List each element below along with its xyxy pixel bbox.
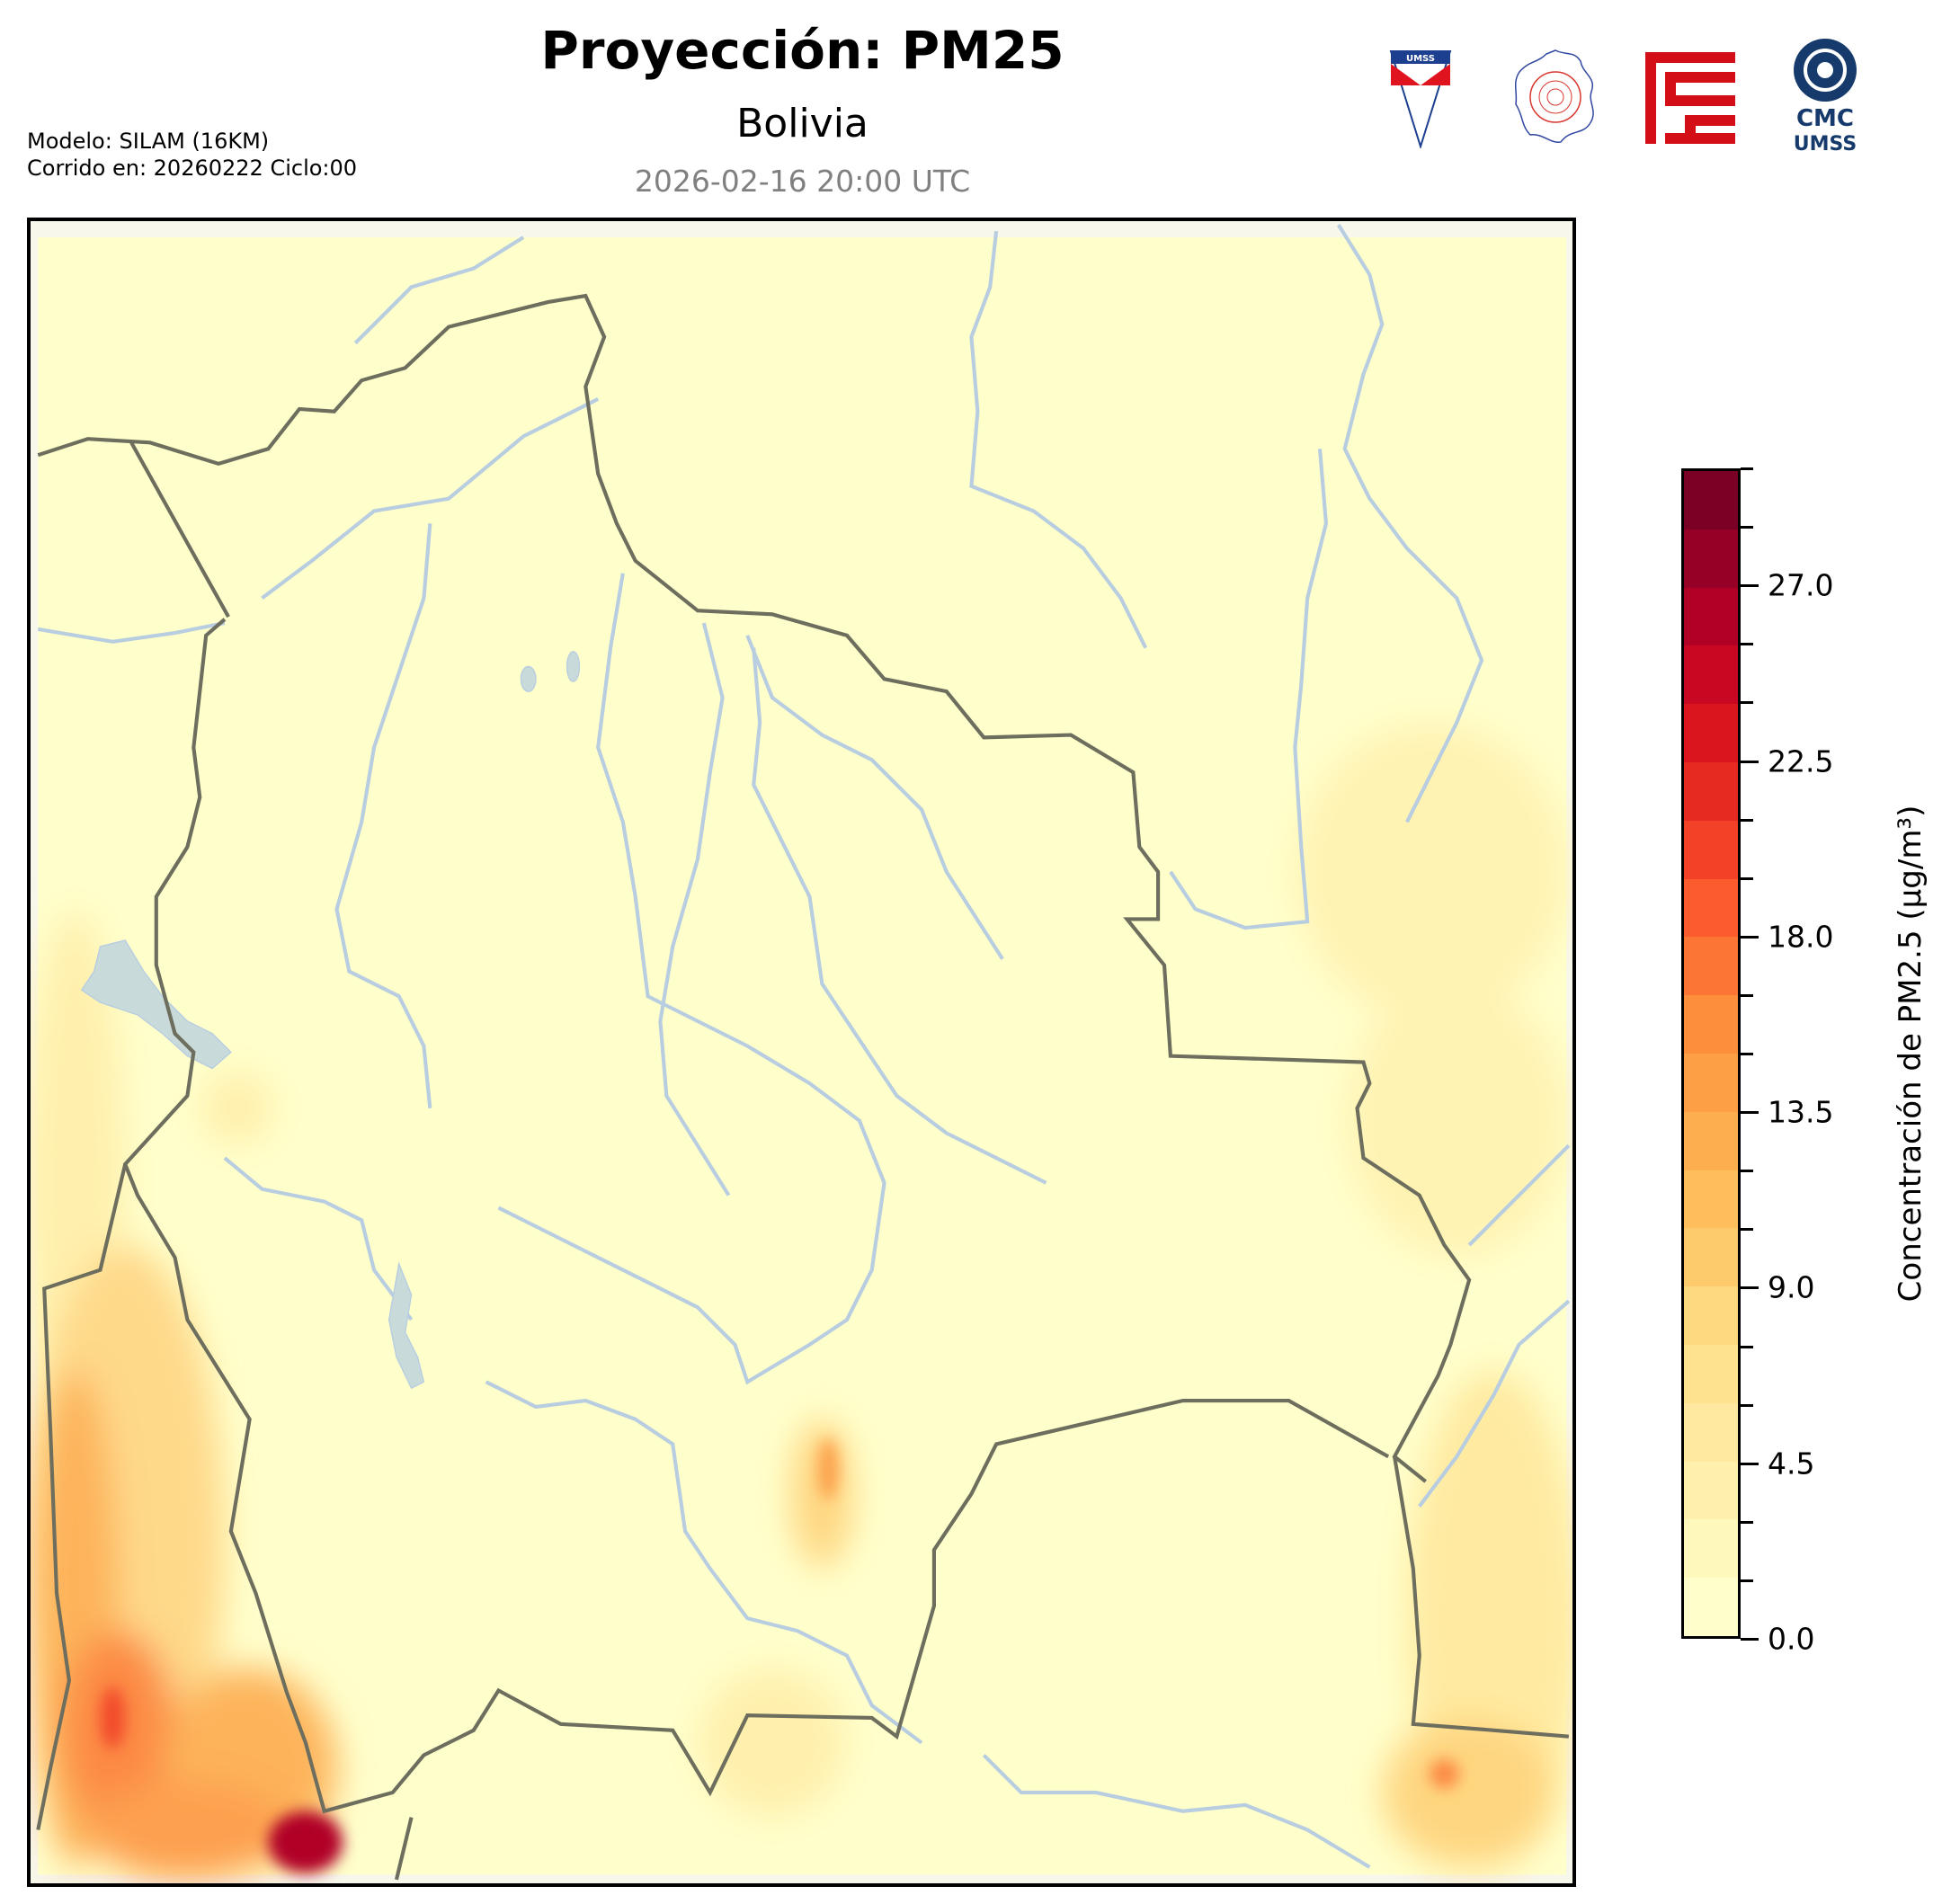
colorbar-tick-label: 9.0 [1768,1269,1815,1305]
bolivia-border-north-east [37,293,1472,1483]
lakes [80,651,581,1390]
colorbar-level [1684,1111,1738,1170]
map-canvas [25,224,1581,1881]
fcyt-logo [1645,52,1735,144]
cmc-logo-subtext: UMSS [1794,133,1857,156]
colorbar-tick-label: 0.0 [1768,1621,1815,1657]
colorbar-level [1684,1578,1738,1636]
colorbar-tick [1741,643,1753,646]
umss-shield-logo: UMSS [1389,50,1452,148]
colorbar-label: Concentración de PM2.5 (µg/m³) [1893,805,1929,1303]
colorbar-tick [1741,584,1759,588]
lake-poopo [388,1261,425,1390]
region-subtitle: Bolivia [736,101,869,147]
colorbar-tick-label: 27.0 [1768,567,1834,603]
concentration-field [38,236,1567,1875]
colorbar-tick [1741,1286,1759,1290]
cmc-logo-text: CMC [1796,105,1854,132]
colorbar-tick [1741,1053,1753,1055]
rivers [37,224,1571,1869]
colorbar-level [1684,937,1738,996]
colorbar-tick [1741,1170,1753,1173]
pm25-hotspot [268,1811,343,1873]
colorbar-level [1684,1402,1738,1462]
colorbar-tick [1741,701,1753,705]
colorbar-level [1684,820,1738,879]
colorbar-tick [1741,993,1753,997]
colorbar-level [1684,995,1738,1054]
colorbar-tick [1741,1403,1753,1407]
colorbar-tick [1741,818,1753,822]
colorbar-tick [1741,1520,1753,1524]
colorbar-level [1684,1345,1738,1403]
run-line: Corrido en: 20260222 Ciclo:00 [27,156,358,181]
model-info: Modelo: SILAM (16KM) Corrido en: 2026022… [27,128,357,182]
lake-titicaca [80,939,232,1070]
chart-title: Proyección: PM25 [540,20,1065,81]
umss-logo-text: UMSS [1406,54,1435,64]
forecast-datetime: 2026-02-16 20:00 UTC [634,164,971,199]
bolivia-border-south-west [122,618,1390,1814]
colorbar [1681,468,1741,1639]
model-line: Modelo: SILAM (16KM) [27,129,270,154]
colorbar-level [1684,1228,1738,1287]
country-borders [36,293,1570,1881]
colorbar-level [1684,704,1738,763]
colorbar-tick-label: 18.0 [1768,919,1834,955]
colorbar-level [1684,1286,1738,1346]
colorbar-level [1684,587,1738,646]
cmc-umss-logo: CMC UMSS [1794,39,1857,156]
colorbar-tick [1741,467,1753,470]
colorbar-tick-label: 22.5 [1768,743,1834,779]
colorbar-tick-label: 13.5 [1768,1094,1834,1130]
colorbar-tick [1741,876,1753,880]
colorbar-tick [1741,526,1753,529]
colorbar-tick [1741,1111,1759,1115]
colorbar-tick [1741,1228,1753,1232]
colorbar-level [1684,1519,1738,1579]
colorbar-level [1684,878,1738,938]
colorbar-level [1684,762,1738,821]
colorbar-tick [1741,1345,1753,1348]
colorbar-tick-label: 4.5 [1768,1446,1815,1481]
colorbar-tick [1741,1638,1759,1641]
colorbar-level [1684,1170,1738,1229]
physics-department-seal-logo [1514,49,1594,143]
colorbar-tick [1741,1579,1753,1582]
pm25-map[interactable] [25,218,1581,1887]
colorbar-level [1684,1461,1738,1520]
colorbar-level [1684,529,1738,588]
colorbar-tick [1741,1462,1759,1465]
colorbar-tick [1741,935,1759,939]
colorbar-level [1684,1054,1738,1112]
colorbar-tick [1741,760,1759,763]
colorbar-level [1684,471,1738,529]
colorbar-level [1684,645,1738,705]
